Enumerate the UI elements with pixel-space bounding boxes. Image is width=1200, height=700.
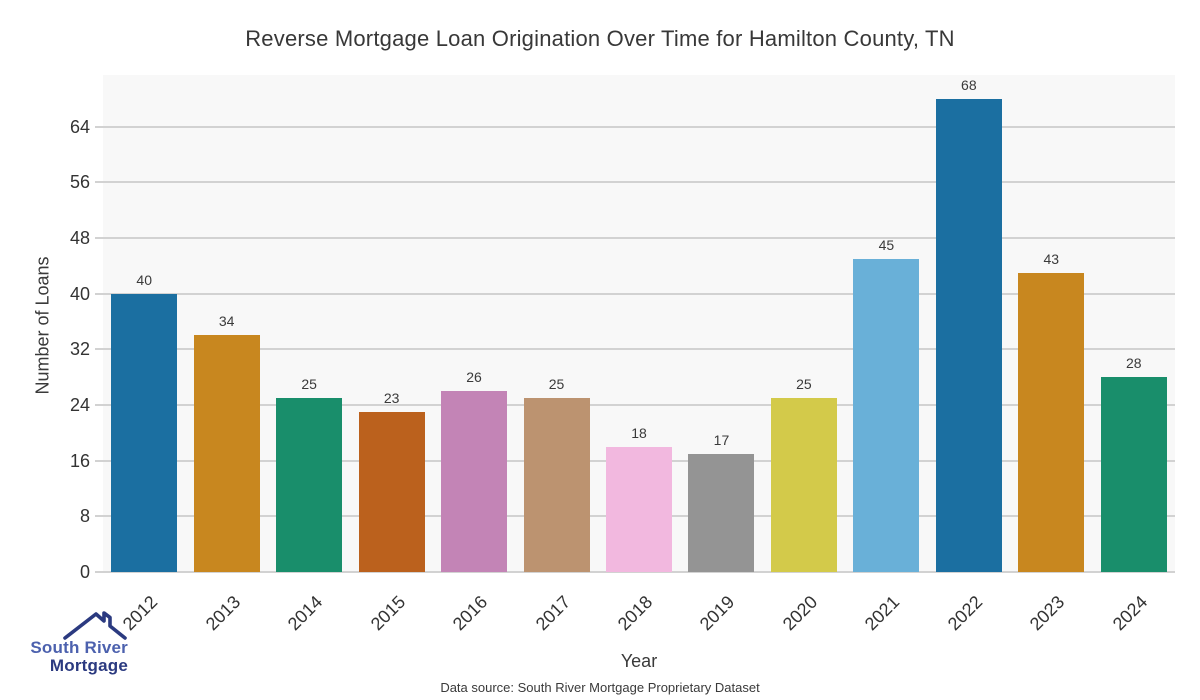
gridline-y-24 [95, 403, 1175, 406]
bar-value-label-2012: 40 [136, 271, 152, 288]
bar-2021 [853, 258, 920, 572]
bar-2012 [111, 293, 178, 572]
x-tick-label-2016: 2016 [448, 591, 492, 635]
logo-text-line2: Mortgage [49, 656, 128, 675]
house-roof-icon [63, 611, 127, 640]
x-tick-label-2023: 2023 [1026, 591, 1069, 635]
bar-2020 [770, 397, 837, 572]
bar-value-label-2016: 26 [466, 369, 482, 386]
x-tick-label-2021: 2021 [861, 591, 904, 635]
gridline-y-56 [95, 181, 1175, 184]
plot-area: 40 34 25 23 26 25 18 17 25 45 68 43 28 [95, 75, 1175, 573]
bar-2017 [523, 397, 590, 572]
y-tick-label-8: 8 [79, 506, 90, 527]
x-tick-label-2019: 2019 [696, 591, 739, 635]
bar-value-label-2020: 25 [796, 375, 812, 392]
bar-2023 [1018, 272, 1085, 572]
y-tick-label-64: 64 [69, 116, 90, 137]
x-tick-label-2014: 2014 [283, 591, 327, 635]
y-axis-title: Number of Loans [32, 256, 53, 395]
x-tick-label-2013: 2013 [201, 591, 244, 635]
bar-2015 [358, 411, 425, 572]
x-tick-label-2018: 2018 [613, 591, 657, 635]
x-tick-label-2022: 2022 [943, 591, 987, 635]
data-source-caption: Data source: South River Mortgage Propri… [440, 680, 760, 695]
y-tick-label-40: 40 [69, 283, 90, 304]
y-tick-label-32: 32 [69, 339, 90, 360]
bar-2022 [935, 98, 1002, 572]
company-logo: South River Mortgage [14, 610, 132, 680]
gridline-y-48 [95, 236, 1175, 239]
y-tick-label-0: 0 [79, 562, 90, 582]
y-tick-label-56: 56 [69, 172, 90, 193]
bar-value-label-2022: 68 [961, 76, 977, 93]
gridline-y-32 [95, 348, 1175, 351]
x-axis-title: Year [620, 651, 658, 671]
x-tick-label-2024: 2024 [1108, 591, 1151, 635]
gridline-y-64 [95, 125, 1175, 128]
x-tick-label-2020: 2020 [778, 591, 822, 635]
logo-text-line1: South River [30, 638, 128, 657]
bar-value-label-2018: 18 [631, 424, 647, 441]
bar-2013 [193, 335, 260, 572]
bar-2024 [1100, 377, 1167, 572]
y-tick-label-16: 16 [69, 450, 90, 471]
bar-value-label-2013: 34 [218, 313, 235, 330]
bar-value-label-2019: 17 [713, 431, 730, 448]
gridline-y-40 [95, 292, 1175, 295]
x-tick-label-2017: 2017 [531, 591, 574, 635]
bar-value-label-2024: 28 [1125, 355, 1142, 372]
y-tick-label-24: 24 [69, 394, 90, 415]
bar-2014 [276, 397, 343, 572]
bar-value-label-2015: 23 [383, 389, 400, 406]
bar-value-label-2023: 43 [1043, 250, 1060, 267]
bar-2018 [606, 446, 672, 572]
x-axis-baseline [95, 571, 1175, 573]
chart-title: Reverse Mortgage Loan Origination Over T… [245, 26, 955, 51]
bar-2019 [688, 453, 755, 572]
y-tick-label-48: 48 [69, 227, 90, 248]
bar-value-label-2017: 25 [548, 375, 565, 392]
bar-value-label-2021: 45 [878, 236, 895, 253]
bar-2016 [441, 391, 508, 572]
bar-value-label-2014: 25 [301, 375, 317, 392]
x-tick-label-2015: 2015 [366, 591, 409, 635]
